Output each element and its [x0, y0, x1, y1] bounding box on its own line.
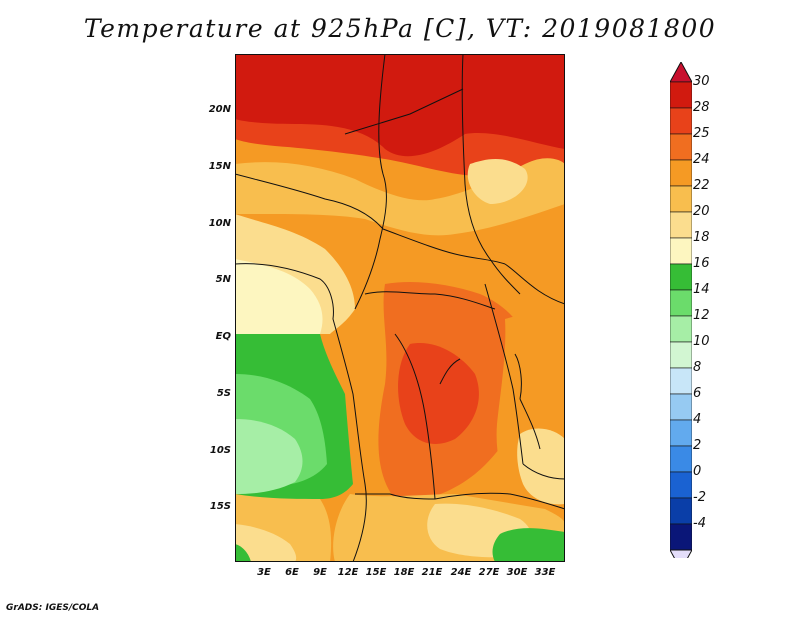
lon-label: 27E — [478, 567, 500, 578]
lon-label: 12E — [337, 567, 359, 578]
country-borders — [235, 54, 565, 562]
colorbar-bottom-arrow — [670, 549, 692, 558]
colorbar-swatch — [670, 289, 692, 317]
colorbar-swatch — [670, 185, 692, 213]
grads-credit: GrADS: IGES/COLA — [6, 603, 100, 613]
colorbar-swatch — [670, 133, 692, 161]
colorbar-label: 16 — [693, 256, 710, 271]
colorbar-swatch — [670, 471, 692, 499]
temperature-field — [235, 54, 565, 562]
lon-label: 33E — [534, 567, 556, 578]
colorbar-swatch — [670, 497, 692, 525]
colorbar-label: 10 — [693, 334, 710, 349]
lat-label: EQ — [215, 331, 231, 342]
colorbar-label: 24 — [693, 152, 710, 167]
colorbar-swatch — [670, 419, 692, 447]
colorbar-swatch — [670, 237, 692, 265]
colorbar-label: 28 — [693, 100, 710, 115]
colorbar-swatch — [670, 393, 692, 421]
colorbar-label: 22 — [693, 178, 710, 193]
colorbar-swatch — [670, 81, 692, 109]
lat-label: 5N — [215, 274, 231, 285]
lat-label: 15N — [208, 161, 231, 172]
colorbar-label: -2 — [693, 490, 706, 505]
lon-label: 15E — [365, 567, 387, 578]
colorbar-swatch — [670, 445, 692, 473]
lon-label: 9E — [313, 567, 327, 578]
colorbar-label: 8 — [693, 360, 702, 375]
lat-label: 5S — [216, 388, 231, 399]
colorbar-swatch — [670, 315, 692, 343]
lon-label: 3E — [257, 567, 271, 578]
lat-label: 10N — [208, 218, 231, 229]
colorbar-swatch — [670, 159, 692, 187]
temperature-map — [235, 54, 565, 562]
colorbar-top-arrow — [670, 62, 692, 83]
colorbar-label: -4 — [693, 516, 706, 531]
colorbar — [670, 62, 692, 558]
colorbar-label: 6 — [693, 386, 702, 401]
colorbar-label: 20 — [693, 204, 710, 219]
colorbar-swatch — [670, 107, 692, 135]
lon-label: 21E — [421, 567, 443, 578]
colorbar-label: 2 — [693, 438, 702, 453]
colorbar-label: 25 — [693, 126, 710, 141]
colorbar-swatch — [670, 211, 692, 239]
colorbar-label: 12 — [693, 308, 710, 323]
colorbar-swatch — [670, 341, 692, 369]
lon-label: 30E — [506, 567, 528, 578]
map-title: Temperature at 925hPa [C], VT: 201908180… — [83, 14, 717, 43]
lon-label: 6E — [285, 567, 299, 578]
colorbar-label: 4 — [693, 412, 702, 427]
lon-label: 18E — [393, 567, 415, 578]
colorbar-label: 30 — [693, 74, 710, 89]
lat-label: 20N — [208, 104, 231, 115]
colorbar-label: 0 — [693, 464, 702, 479]
colorbar-swatch — [670, 523, 692, 551]
colorbar-swatch — [670, 367, 692, 395]
lat-label: 10S — [209, 445, 231, 456]
colorbar-label: 14 — [693, 282, 710, 297]
lat-label: 15S — [209, 501, 231, 512]
colorbar-label: 18 — [693, 230, 710, 245]
colorbar-swatch — [670, 263, 692, 291]
lon-label: 24E — [450, 567, 472, 578]
